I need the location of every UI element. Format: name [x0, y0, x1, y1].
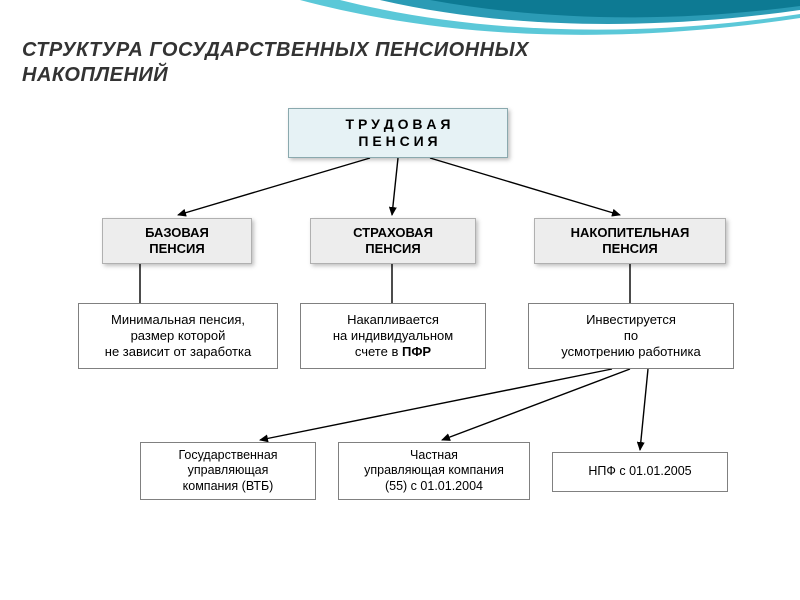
- node-b3: НАКОПИТЕЛЬНАЯПЕНСИЯ: [534, 218, 726, 264]
- node-d2-text: Накапливаетсяна индивидуальномсчете в ПФ…: [333, 312, 453, 361]
- node-o3-text: НПФ с 01.01.2005: [588, 464, 691, 480]
- edge-0: [178, 158, 370, 215]
- node-b2-text: СТРАХОВАЯПЕНСИЯ: [353, 225, 433, 258]
- node-b1: БАЗОВАЯПЕНСИЯ: [102, 218, 252, 264]
- connectors: [0, 0, 800, 600]
- node-root: Т Р У Д О В А ЯП Е Н С И Я: [288, 108, 508, 158]
- node-d2: Накапливаетсяна индивидуальномсчете в ПФ…: [300, 303, 486, 369]
- node-b1-text: БАЗОВАЯПЕНСИЯ: [145, 225, 209, 258]
- wave-layer-2: [340, 0, 800, 30]
- page-title: СТРУКТУРА ГОСУДАРСТВЕННЫХ ПЕНСИОННЫХ НАК…: [22, 38, 582, 88]
- edge-8: [640, 369, 648, 450]
- wave-layer-3: [380, 0, 800, 24]
- node-o2: Частнаяуправляющая компания(55) с 01.01.…: [338, 442, 530, 500]
- edge-2: [430, 158, 620, 215]
- node-root-text: Т Р У Д О В А ЯП Е Н С И Я: [346, 116, 451, 151]
- node-d1: Минимальная пенсия,размер которойне зави…: [78, 303, 278, 369]
- edge-7: [442, 369, 630, 440]
- node-b3-text: НАКОПИТЕЛЬНАЯПЕНСИЯ: [571, 225, 690, 258]
- node-b2: СТРАХОВАЯПЕНСИЯ: [310, 218, 476, 264]
- edge-1: [392, 158, 398, 215]
- node-d1-text: Минимальная пенсия,размер которойне зави…: [105, 312, 251, 361]
- node-o2-text: Частнаяуправляющая компания(55) с 01.01.…: [364, 448, 504, 495]
- node-o1: Государственнаяуправляющаякомпания (ВТБ): [140, 442, 316, 500]
- edge-6: [260, 369, 612, 440]
- node-d3-text: Инвестируетсяпоусмотрению работника: [561, 312, 700, 361]
- node-o1-text: Государственнаяуправляющаякомпания (ВТБ): [178, 448, 277, 495]
- node-d3: Инвестируетсяпоусмотрению работника: [528, 303, 734, 369]
- wave-layer-4: [430, 0, 800, 17]
- wave-layer-1: [300, 0, 800, 35]
- node-o3: НПФ с 01.01.2005: [552, 452, 728, 492]
